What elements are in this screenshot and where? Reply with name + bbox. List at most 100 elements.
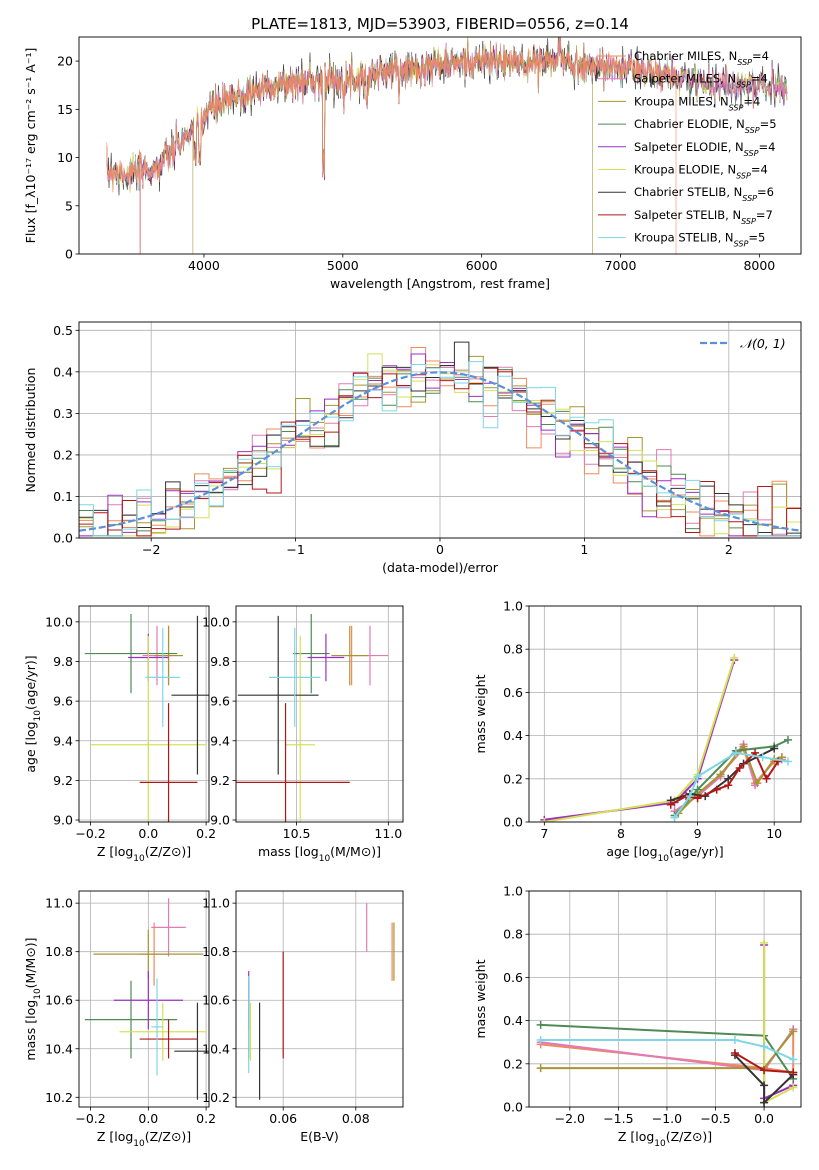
weight-series-kroupa-elodie bbox=[540, 653, 739, 822]
weight-marker bbox=[693, 785, 702, 794]
y-tick-label: 0.4 bbox=[53, 364, 73, 379]
weight-marker bbox=[670, 813, 679, 822]
y-tick-label: 10 bbox=[57, 150, 73, 165]
y-tick-label: 0.3 bbox=[53, 406, 73, 421]
grid-ebv_mass bbox=[236, 891, 403, 1107]
x-tick-label: −0.2 bbox=[75, 826, 105, 841]
legend-label: Kroupa ELODIE, NSSP=4 bbox=[634, 163, 768, 181]
ticks-mass_age: 10.5 11.0 9.0 9.2 9.4 9.6 9.8 10.0 bbox=[202, 614, 402, 841]
x-tick-label: 0.2 bbox=[196, 826, 216, 841]
y-tick-label: 10.6 bbox=[202, 993, 230, 1008]
grid-z_age bbox=[79, 606, 209, 822]
weight-series-kroupa-elodie bbox=[760, 938, 798, 1107]
weight-marker bbox=[536, 1036, 545, 1045]
y-tick-label: 0.2 bbox=[503, 1056, 523, 1071]
x-tick-label: 0.0 bbox=[138, 826, 158, 841]
legend-label: Chabrier MILES, NSSP=4 bbox=[634, 49, 769, 67]
errorbar-chabrier-elodie bbox=[84, 980, 178, 1059]
y-tick-label: 9.8 bbox=[53, 654, 73, 669]
weight-marker bbox=[760, 1042, 769, 1051]
weight-line bbox=[673, 751, 789, 819]
x-tick-label: 2 bbox=[725, 542, 733, 557]
x-tick-label: 0.0 bbox=[138, 1111, 158, 1126]
weight-marker bbox=[760, 1066, 769, 1075]
x-tick-label: 8 bbox=[617, 826, 625, 841]
weight-line bbox=[734, 1054, 794, 1106]
y-tick-label: 10.8 bbox=[202, 944, 230, 959]
weight-marker bbox=[693, 794, 702, 803]
legend-spectrum: Chabrier MILES, NSSP=4 Salpeter MILES, NS… bbox=[598, 49, 777, 248]
y-tick-label: 5 bbox=[65, 198, 73, 213]
errorbar-salpeter-stelib bbox=[139, 1019, 198, 1059]
x-tick-label: −2 bbox=[142, 542, 160, 557]
weight-marker bbox=[685, 792, 694, 801]
legend-label: Kroupa STELIB, NSSP=5 bbox=[634, 231, 765, 249]
y-tick-label: 10.8 bbox=[45, 944, 73, 959]
weight-line bbox=[763, 945, 794, 1100]
axes-z_mass: −0.2 0.0 0.2 10.2 10.4 10.6 10.8 11.0 Z [log10(Z… bbox=[23, 890, 216, 1149]
errorbar-kroupa-elodie bbox=[285, 635, 315, 822]
y-tick-label: 11.0 bbox=[202, 896, 230, 911]
weight-marker bbox=[789, 1068, 798, 1077]
weight-marker bbox=[731, 748, 740, 757]
errorbar-kroupa-elodie bbox=[119, 1002, 207, 1061]
plot-area-z_mass bbox=[84, 898, 209, 1100]
y-tick-label: 0.6 bbox=[503, 685, 523, 700]
legend-residuals: 𝒩(0, 1) bbox=[700, 336, 786, 351]
y-tick-label: 0.0 bbox=[53, 531, 73, 546]
axes-mass_age: 10.5 11.0 9.0 9.2 9.4 9.6 9.8 10.0 mass [log10(M… bbox=[202, 605, 404, 864]
ticks-z_mass: −0.2 0.0 0.2 10.2 10.4 10.6 10.8 11.0 bbox=[45, 896, 216, 1126]
legend-label: Chabrier ELODIE, NSSP=5 bbox=[634, 117, 777, 135]
errorbar-kroupa-miles bbox=[331, 625, 369, 686]
weight-marker bbox=[760, 1081, 769, 1090]
errorbar-chabrier-elodie bbox=[292, 613, 330, 694]
x-tick-label: 11.0 bbox=[374, 826, 402, 841]
axes-ebv_mass: 0.06 0.08 10.2 10.4 10.6 10.8 11.0 E(B-V) bbox=[202, 890, 404, 1144]
weight-marker bbox=[762, 774, 771, 783]
y-tick-label: 9.4 bbox=[210, 733, 230, 748]
y-tick-label: 9.6 bbox=[210, 694, 230, 709]
legend-label: 𝒩(0, 1) bbox=[740, 336, 786, 351]
gaussian-curve bbox=[79, 371, 801, 532]
y-tick-label: 10.0 bbox=[45, 614, 73, 629]
y-tick-label: 11.0 bbox=[45, 896, 73, 911]
weight-series-kroupa-miles bbox=[674, 742, 786, 818]
y-tick-label: 10.4 bbox=[45, 1041, 73, 1056]
x-tick-label: 6000 bbox=[466, 258, 498, 273]
weight-marker bbox=[783, 735, 792, 744]
axes-frame bbox=[235, 890, 404, 1108]
plot-area-z_age bbox=[84, 613, 209, 822]
y-tick-label: 0.8 bbox=[503, 927, 523, 942]
y-tick-label: 15 bbox=[57, 102, 73, 117]
y-tick-label: 9.0 bbox=[53, 813, 73, 828]
errorbar-kroupa-miles bbox=[93, 929, 204, 979]
axes-frame bbox=[78, 36, 802, 255]
y-tick-label: 1.0 bbox=[503, 599, 523, 614]
legend-label: Kroupa MILES, NSSP=4 bbox=[634, 94, 760, 112]
weight-marker bbox=[536, 1064, 545, 1073]
errorbar-salpeter-stelib bbox=[236, 703, 350, 822]
weight-marker bbox=[758, 753, 767, 762]
y-tick-label: 9.2 bbox=[210, 773, 230, 788]
weight-marker bbox=[724, 781, 733, 790]
legend-label: Chabrier STELIB, NSSP=6 bbox=[634, 185, 774, 203]
axes-residuals: −2 −1 0 1 2 0.0 0.1 0.2 0.3 0.4 0.5 (data-model)/er… bbox=[23, 321, 802, 575]
weight-line bbox=[544, 657, 736, 822]
weight-marker bbox=[540, 818, 549, 822]
legend-label: Salpeter STELIB, NSSP=7 bbox=[634, 208, 773, 226]
ticks-z_weight: −2.0 −1.5 −1.0 −0.5 0.0 0.0 0.2 0.4 0.6 0.8 1.0 bbox=[503, 884, 774, 1127]
histogram-kroupa-stelib bbox=[79, 361, 801, 537]
grid-mass_age bbox=[236, 606, 403, 822]
x-tick-label: 0.08 bbox=[342, 1111, 370, 1126]
y-axis-label: Flux [f_λ10⁻¹⁷ erg cm⁻² s⁻¹ A⁻¹] bbox=[23, 48, 38, 244]
y-tick-label: 10.6 bbox=[45, 993, 73, 1008]
axes-spectrum: 4000 5000 6000 7000 8000 0 5 10 15 20 wavelength [… bbox=[23, 36, 802, 291]
errorbar-kroupa-elodie bbox=[90, 635, 207, 822]
axes-frame bbox=[78, 605, 210, 823]
weight-marker bbox=[783, 757, 792, 766]
ticks-z_age: −0.2 0.0 0.2 9.0 9.2 9.4 9.6 9.8 10.0 bbox=[45, 614, 216, 841]
plot-area-age_weight bbox=[540, 653, 792, 822]
grid-z_mass bbox=[79, 891, 209, 1107]
errorbar-salpeter-elodie bbox=[113, 971, 183, 1030]
y-tick-label: 10.2 bbox=[202, 1090, 230, 1105]
